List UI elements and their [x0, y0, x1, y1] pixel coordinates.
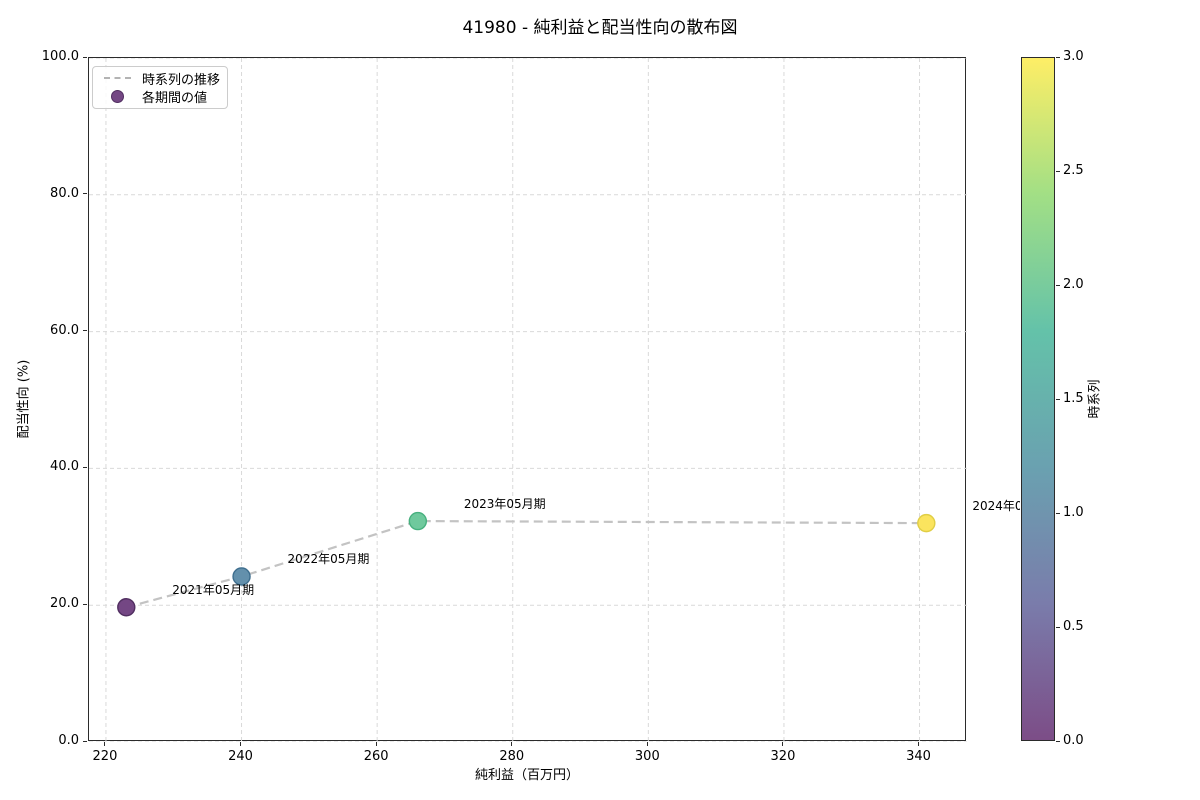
- point-annotation: 2024年05月期: [972, 499, 1020, 514]
- colorbar-tick-mark: [1056, 398, 1060, 400]
- x-tick-label: 340: [906, 749, 931, 764]
- x-tick-mark: [511, 742, 513, 746]
- colorbar-tick-mark: [1056, 512, 1060, 514]
- x-tick-label: 300: [634, 749, 660, 764]
- x-tick-label: 260: [363, 749, 389, 764]
- x-tick-label: 240: [228, 749, 253, 764]
- point-annotation: 2023年05月期: [463, 497, 546, 512]
- point-annotation: 2021年05月期: [172, 583, 255, 598]
- data-point: [232, 567, 251, 586]
- y-axis-label: 配当性向 (%): [16, 359, 32, 439]
- scatter-point-icon: [110, 90, 124, 104]
- legend-row-points: 各期間の値: [99, 88, 221, 106]
- colorbar-tick-mark: [1056, 740, 1060, 742]
- scatter-plot: [89, 58, 967, 742]
- legend-row-trend: 時系列の推移: [99, 69, 221, 88]
- legend-points-label: 各期間の値: [142, 91, 208, 107]
- legend: 時系列の推移 各期間の値: [92, 66, 228, 109]
- x-tick-mark: [375, 742, 377, 746]
- data-point: [917, 513, 936, 533]
- colorbar-tick-label: 1.0: [1063, 505, 1084, 520]
- x-tick-mark: [782, 742, 784, 746]
- x-tick-mark: [240, 742, 242, 746]
- colorbar-tick-label: 2.5: [1063, 163, 1084, 178]
- x-axis-label: 純利益（百万円）: [474, 768, 579, 783]
- chart-title: 41980 - 純利益と配当性向の散布図: [462, 18, 738, 38]
- colorbar-tick-mark: [1056, 284, 1060, 286]
- x-tick-label: 320: [770, 749, 796, 764]
- x-tick-mark: [646, 742, 648, 746]
- point-annotation: 2022年05月期: [287, 552, 370, 567]
- data-point: [117, 598, 136, 617]
- colorbar-tick-mark: [1056, 626, 1060, 628]
- y-tick-mark: [83, 740, 87, 742]
- colorbar: [1021, 57, 1055, 741]
- colorbar-tick-mark: [1056, 170, 1060, 172]
- colorbar-tick-label: 3.0: [1063, 49, 1084, 64]
- trend-line: [126, 519, 927, 609]
- y-tick-label: 40.0: [50, 459, 79, 475]
- y-tick-mark: [83, 603, 87, 605]
- colorbar-label: 時系列: [1087, 379, 1103, 419]
- colorbar-tick-label: 0.5: [1063, 619, 1084, 634]
- y-tick-mark: [83, 466, 87, 468]
- y-tick-mark: [83, 330, 87, 332]
- y-tick-mark: [83, 193, 87, 195]
- x-tick-mark: [104, 742, 106, 746]
- colorbar-tick-label: 0.0: [1063, 733, 1084, 748]
- colorbar-tick-label: 2.0: [1063, 277, 1084, 292]
- y-tick-label: 80.0: [50, 185, 79, 201]
- y-tick-label: 60.0: [50, 322, 79, 338]
- y-tick-label: 100.0: [41, 49, 79, 64]
- colorbar-tick-label: 1.5: [1063, 391, 1084, 406]
- y-tick-mark: [83, 56, 87, 58]
- y-tick-label: 0.0: [58, 733, 79, 748]
- plot-area: [88, 57, 967, 742]
- x-tick-label: 220: [92, 749, 118, 764]
- data-point: [408, 511, 428, 531]
- legend-trend-label: 時系列の推移: [142, 72, 221, 88]
- x-tick-mark: [918, 742, 920, 746]
- y-tick-label: 20.0: [50, 596, 79, 612]
- x-tick-label: 280: [499, 749, 525, 764]
- trend-line-icon: [103, 77, 131, 80]
- colorbar-tick-mark: [1056, 56, 1060, 58]
